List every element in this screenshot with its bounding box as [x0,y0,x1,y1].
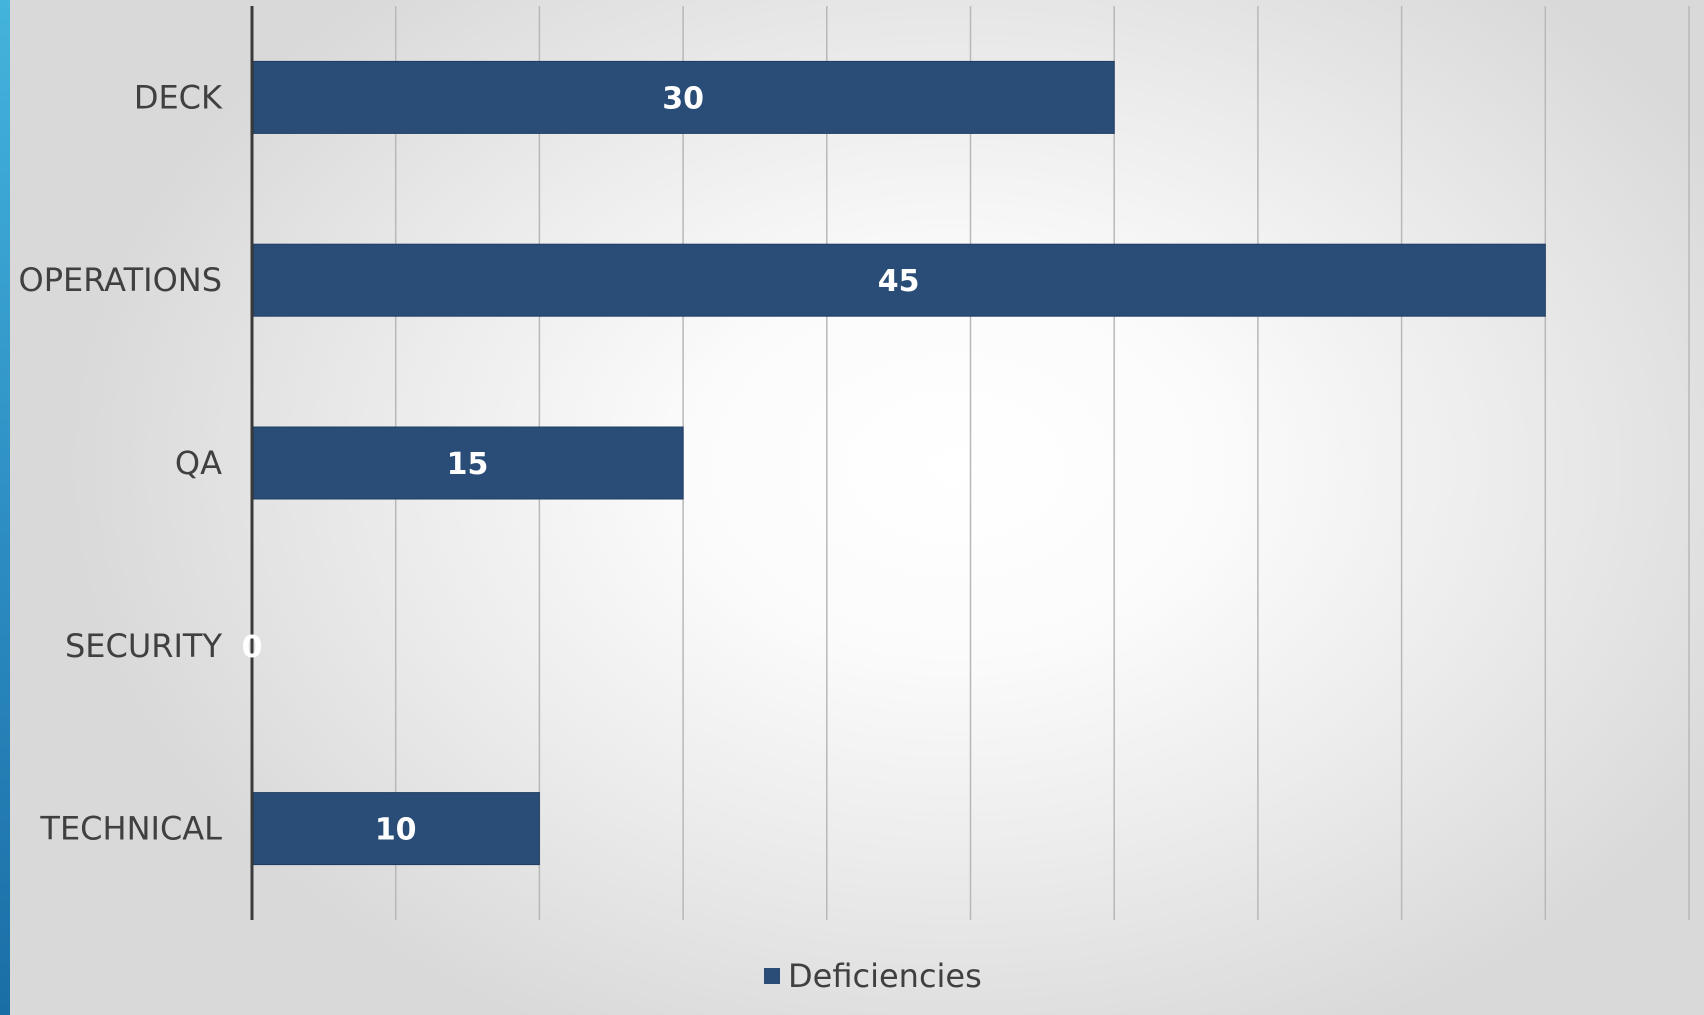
data-labels: 30 45 15 0 10 [242,81,920,847]
category-label-technical: TECHNICAL [39,810,222,848]
gridlines [394,6,1690,920]
bar-deck [253,60,1115,134]
data-label-security: 0 [242,630,263,665]
bar-technical [253,792,540,866]
bars [253,60,1546,866]
data-label-operations: 45 [878,264,920,299]
data-label-qa: 15 [447,447,489,482]
category-label-qa: QA [175,444,222,482]
legend-swatch-deficiencies [764,968,780,984]
category-label-operations: OPERATIONS [19,261,222,299]
bar-qa [253,426,684,500]
legend-label-deficiencies: Deficiencies [788,957,982,995]
category-label-security: SECURITY [65,627,223,665]
category-labels: DECK OPERATIONS QA SECURITY TECHNICAL [19,78,223,847]
category-label-deck: DECK [134,78,223,116]
legend: Deficiencies [764,957,982,995]
data-label-technical: 10 [375,813,417,848]
data-label-deck: 30 [662,81,704,116]
left-accent-bar [0,0,10,1015]
bar-operations [253,243,1546,317]
